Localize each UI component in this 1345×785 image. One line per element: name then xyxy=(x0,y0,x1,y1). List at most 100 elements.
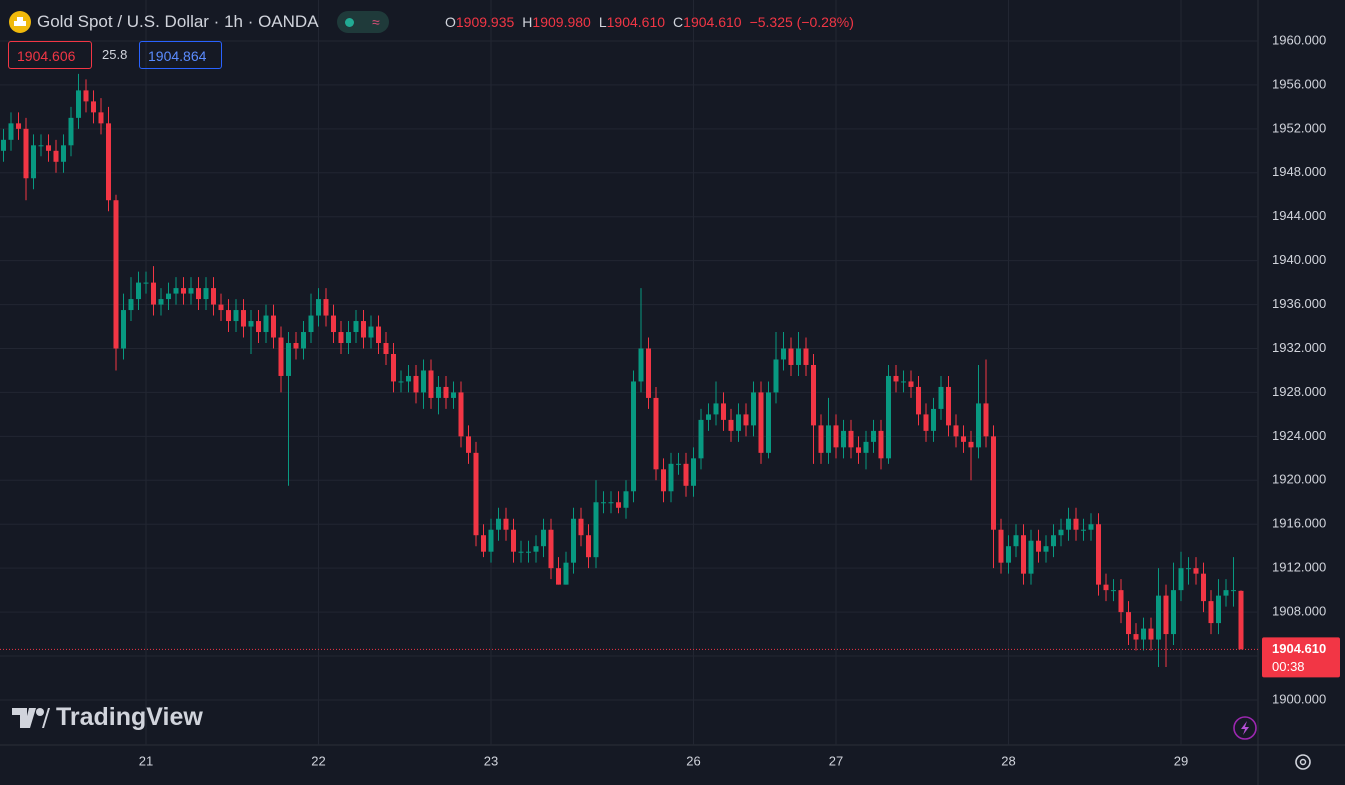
symbol-title[interactable]: Gold Spot / U.S. Dollar · 1h · OANDA xyxy=(37,12,319,31)
candle-body xyxy=(811,364,816,426)
candle-body xyxy=(488,529,494,552)
candle-body xyxy=(946,386,951,426)
candle-body xyxy=(466,436,471,453)
candle-body xyxy=(856,447,861,453)
y-tick-label: 1924.000 xyxy=(1272,428,1326,443)
candle-body xyxy=(683,463,689,486)
candle-body xyxy=(61,145,66,162)
x-tick-label: 22 xyxy=(311,753,325,768)
candle-body xyxy=(661,469,666,492)
candle-body xyxy=(1186,568,1191,570)
candle-body xyxy=(286,343,291,376)
candle-body xyxy=(421,370,426,393)
candle-body xyxy=(518,551,524,553)
candle-body xyxy=(1073,518,1079,530)
candle-body xyxy=(263,315,269,333)
candle-body xyxy=(1133,634,1139,640)
candle-body xyxy=(1,139,6,151)
watermark-text: TradingView xyxy=(56,703,203,731)
candle-body xyxy=(188,288,194,294)
candle-body xyxy=(1156,595,1161,640)
candle-body xyxy=(203,288,209,300)
candle-body xyxy=(8,123,14,140)
candle-body xyxy=(473,452,479,536)
candle-body xyxy=(278,337,284,376)
candle-body xyxy=(398,381,404,383)
candle-body xyxy=(556,568,561,585)
y-tick-label: 1900.000 xyxy=(1272,691,1326,706)
status-pill[interactable]: ≈ xyxy=(336,11,389,33)
candle-body xyxy=(113,200,119,349)
candle-body xyxy=(391,353,396,382)
ohlc-value: 1904.610 xyxy=(683,14,742,30)
y-tick-label: 1932.000 xyxy=(1272,340,1326,355)
ohlc-legend: O1909.935 H1909.980 L1904.610 C1904.610 … xyxy=(445,14,854,30)
candle-body xyxy=(1036,540,1041,552)
candle-body xyxy=(31,145,36,179)
y-tick-label: 1940.000 xyxy=(1272,252,1326,267)
candle-body xyxy=(436,386,441,398)
candle-body xyxy=(938,386,944,409)
settings-button[interactable] xyxy=(1283,742,1323,782)
candle-body xyxy=(128,299,134,311)
candle-body xyxy=(121,310,126,349)
candle-body xyxy=(608,502,614,504)
candle-body xyxy=(961,436,966,442)
alert-button[interactable] xyxy=(1230,713,1260,743)
candle-body xyxy=(451,392,456,398)
candle-body xyxy=(46,145,51,151)
candle-body xyxy=(136,282,141,300)
candle-body xyxy=(1081,529,1086,531)
buy-button[interactable]: 1904.864 xyxy=(139,41,222,69)
candle-body xyxy=(586,535,591,558)
change: −5.325 (−0.28%) xyxy=(749,14,854,30)
candle-body xyxy=(458,392,464,437)
candle-body xyxy=(736,414,741,431)
candle-body xyxy=(1051,535,1056,547)
price-tag-label: 1904.610 xyxy=(1272,641,1326,656)
candle-body xyxy=(646,348,651,398)
x-tick-label: 27 xyxy=(829,753,843,768)
candle-body xyxy=(533,546,539,552)
ohlc-label: H xyxy=(522,14,533,30)
candle-body xyxy=(751,392,756,426)
ohlc-value: 1904.610 xyxy=(606,14,666,30)
candle-body xyxy=(1013,535,1019,547)
candle-body xyxy=(1141,628,1146,640)
candle-body xyxy=(511,529,516,552)
candle-body xyxy=(23,128,29,179)
candle-body xyxy=(878,430,884,459)
candle-body xyxy=(413,375,419,393)
y-tick-label: 1920.000 xyxy=(1272,472,1326,487)
y-tick-label: 1960.000 xyxy=(1272,32,1326,47)
candle-body xyxy=(233,310,239,322)
candle-body xyxy=(1096,524,1101,585)
candle-body xyxy=(353,321,359,333)
candle-body xyxy=(68,117,74,146)
ohlc-label: C xyxy=(673,14,684,30)
candle-body xyxy=(196,288,201,300)
candle-body xyxy=(211,288,216,305)
candle-body xyxy=(826,425,831,453)
candle-body xyxy=(323,299,329,316)
ohlc-item: C1904.610 xyxy=(673,14,742,30)
candle-body xyxy=(601,502,606,504)
candle-body xyxy=(166,293,171,300)
x-tick-label: 29 xyxy=(1174,753,1188,768)
candle-body xyxy=(1088,524,1094,530)
candle-body xyxy=(91,101,96,113)
candle-body xyxy=(803,348,809,365)
candle-body xyxy=(893,375,899,382)
candle-body xyxy=(1066,518,1071,530)
candle-body xyxy=(728,419,734,431)
x-tick-label: 26 xyxy=(686,753,700,768)
candle-body xyxy=(226,310,231,322)
candle-body xyxy=(316,299,321,316)
sell-button[interactable]: 1904.606 xyxy=(8,41,92,69)
candle-body xyxy=(368,326,374,338)
candle-body xyxy=(106,123,111,201)
ohlc-value: 1909.935 xyxy=(455,14,515,30)
candle-body xyxy=(241,310,246,327)
candle-body xyxy=(781,348,786,360)
